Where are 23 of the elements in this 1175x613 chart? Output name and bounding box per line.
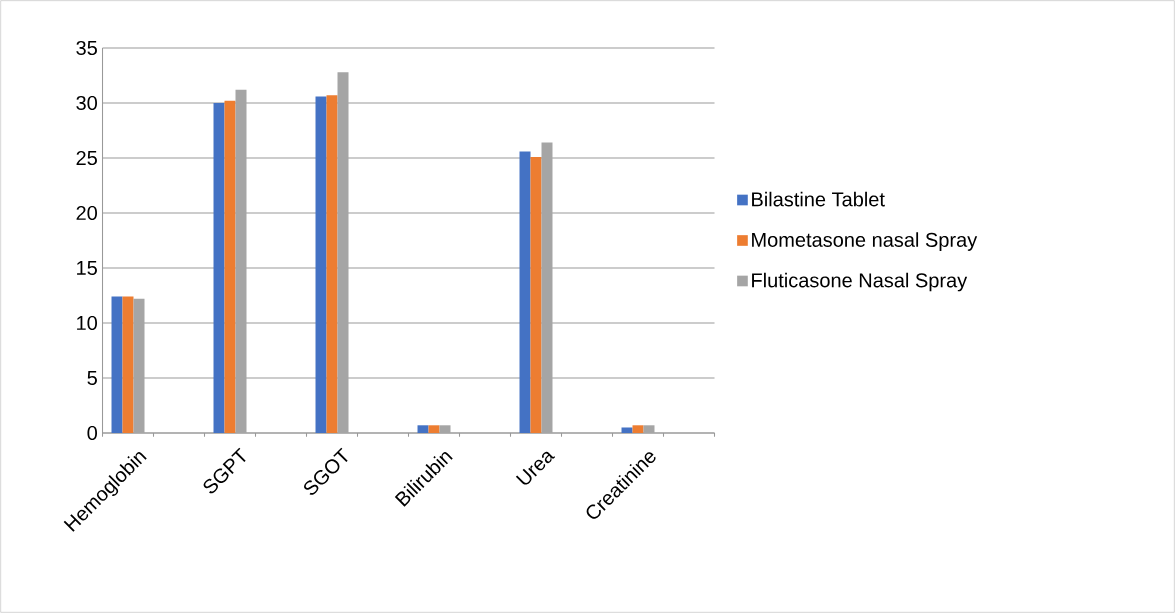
bar xyxy=(111,296,123,433)
y-tick-label: 35 xyxy=(76,40,97,56)
legend-label: Fluticasone Nasal Spray xyxy=(752,272,968,292)
bar xyxy=(632,425,644,433)
bar xyxy=(122,296,134,433)
y-tick-label: 20 xyxy=(76,205,97,221)
bar xyxy=(326,95,338,433)
legend-label: Bilastine Tablet xyxy=(752,191,885,207)
y-tick-label: 15 xyxy=(77,261,97,275)
bar xyxy=(530,156,542,433)
y-tick-label: 10 xyxy=(77,315,97,331)
y-tick-label: 5 xyxy=(87,371,97,385)
bar xyxy=(224,100,236,433)
y-tick-label: 25 xyxy=(76,150,97,166)
bar xyxy=(315,96,327,433)
bar xyxy=(213,102,225,433)
y-tick-label: 30 xyxy=(76,95,97,111)
bar xyxy=(417,425,429,433)
legend-label: Mometasone nasal Spray xyxy=(752,232,978,251)
bar xyxy=(428,425,440,433)
bar xyxy=(621,427,633,433)
y-tick-label: 0 xyxy=(87,425,98,441)
bar xyxy=(519,151,531,433)
